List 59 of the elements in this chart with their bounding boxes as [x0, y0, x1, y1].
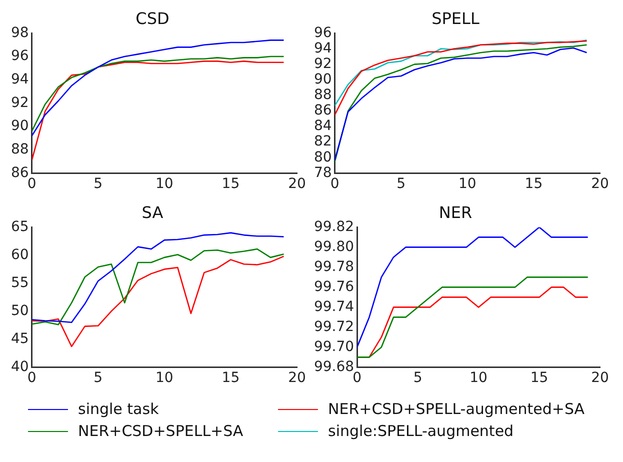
x-tick-label: 5 [94, 370, 103, 386]
x-tick-label: 10 [155, 370, 174, 386]
y-tick-label: 99.74 [314, 298, 354, 315]
y-tick-label: 99.82 [314, 218, 354, 235]
y-tick-label: 98 [10, 24, 29, 41]
x-tick-label: 15 [222, 176, 240, 192]
legend-label: NER+CSD+SPELL-augmented+SA [328, 400, 585, 418]
legend-label: single:SPELL-augmented [328, 422, 514, 440]
legend-label: single task [78, 400, 159, 418]
y-tick-label: 94 [314, 40, 332, 56]
chart-title: SA [142, 202, 164, 222]
x-tick-label: 0 [330, 176, 340, 192]
y-tick-label: 86 [10, 164, 29, 181]
x-tick-label: 0 [27, 176, 36, 192]
chart-title: CSD [136, 8, 170, 28]
x-tick-label: 10 [470, 370, 488, 386]
y-tick-label: 99.72 [314, 318, 354, 335]
y-tick-label: 50 [10, 302, 29, 319]
y-tick-label: 82 [314, 134, 332, 150]
x-tick-label: 5 [396, 176, 406, 192]
y-tick-label: 60 [10, 246, 29, 263]
x-tick-label: 5 [413, 370, 422, 386]
y-tick-label: 92 [10, 94, 29, 111]
y-tick-label: 99.80 [314, 238, 354, 255]
y-tick-label: 99.76 [314, 278, 354, 295]
legend-label: NER+CSD+SPELL+SA [78, 422, 244, 440]
y-tick-label: 84 [314, 118, 332, 134]
y-tick-label: 80 [314, 149, 332, 166]
y-tick-label: 88 [314, 87, 332, 104]
x-tick-label: 20 [288, 370, 306, 386]
y-tick-label: 90 [10, 118, 29, 134]
x-tick-label: 10 [155, 176, 174, 192]
x-tick-label: 10 [458, 176, 476, 192]
y-tick-label: 55 [10, 274, 29, 291]
x-tick-label: 5 [94, 176, 103, 192]
y-tick-label: 99.70 [314, 338, 354, 355]
y-tick-label: 92 [314, 56, 332, 72]
x-tick-label: 0 [27, 370, 36, 386]
y-tick-label: 86 [314, 102, 332, 119]
y-tick-label: 94 [10, 72, 29, 88]
y-tick-label: 88 [10, 142, 29, 158]
x-tick-label: 20 [288, 176, 306, 192]
y-tick-label: 99.68 [314, 358, 354, 375]
chart-title: SPELL [432, 8, 480, 28]
x-tick-label: 20 [591, 370, 609, 386]
y-tick-label: 45 [10, 330, 29, 347]
y-tick-label: 90 [314, 72, 332, 88]
y-tick-label: 96 [10, 48, 29, 64]
y-tick-label: 99.78 [314, 258, 354, 275]
y-tick-label: 96 [314, 24, 332, 41]
x-tick-label: 15 [530, 370, 548, 386]
x-tick-label: 0 [352, 370, 362, 386]
y-tick-label: 65 [10, 218, 29, 235]
y-tick-label: 40 [10, 358, 29, 375]
x-tick-label: 20 [591, 176, 609, 192]
x-tick-label: 15 [524, 176, 543, 192]
y-tick-label: 78 [314, 164, 332, 181]
x-tick-label: 15 [222, 370, 240, 386]
chart-title: NER [438, 202, 472, 222]
